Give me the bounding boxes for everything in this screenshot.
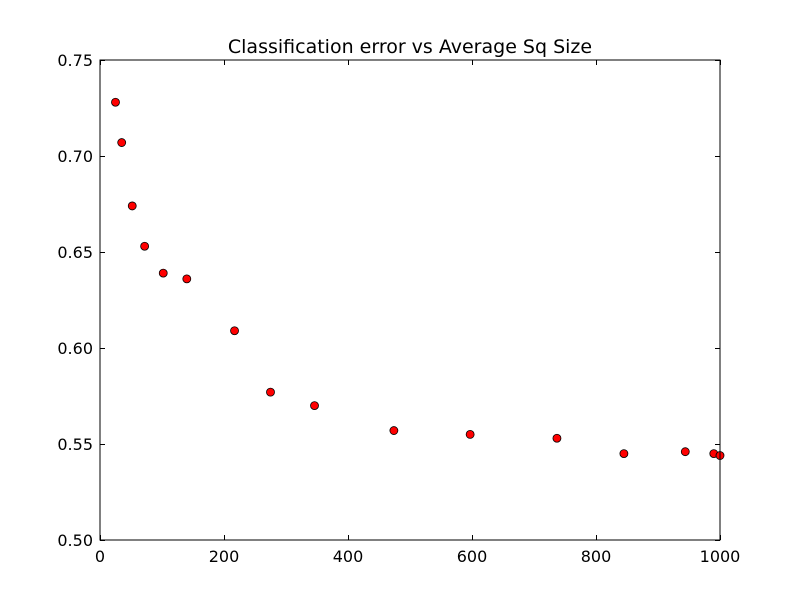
data-point — [389, 426, 399, 435]
y-tick-label: 0.75 — [57, 51, 93, 70]
x-tick-label: 800 — [581, 547, 612, 566]
data-point — [310, 401, 319, 411]
x-axis-ticks: 0 200 400 600 800 1000 — [95, 60, 740, 566]
data-point — [465, 429, 475, 439]
x-tick-label: 1000 — [700, 547, 741, 566]
x-tick-label: 600 — [457, 547, 488, 566]
y-tick-label: 0.55 — [57, 435, 93, 454]
plot-area-frame — [99, 59, 721, 541]
y-tick-label: 0.50 — [57, 531, 93, 550]
x-tick-label: 0 — [95, 547, 105, 566]
data-point — [158, 268, 168, 278]
y-axis-ticks: 0.50 0.55 0.60 0.65 0.70 0.75 — [57, 51, 720, 550]
chart-title: Classification error vs Average Sq Size — [228, 36, 592, 58]
data-point — [230, 326, 239, 336]
data-point — [140, 241, 150, 251]
data-point — [619, 449, 629, 459]
data-point — [266, 387, 275, 397]
x-tick-label: 200 — [209, 547, 240, 566]
data-point — [127, 201, 137, 211]
data-point — [680, 447, 690, 457]
y-tick-label: 0.65 — [57, 243, 93, 262]
y-tick-label: 0.60 — [57, 339, 93, 358]
x-tick-label: 400 — [333, 547, 364, 566]
data-point — [111, 97, 120, 107]
data-point — [552, 433, 562, 443]
data-point — [117, 138, 127, 147]
y-tick-label: 0.70 — [57, 147, 93, 166]
data-point — [182, 274, 192, 284]
data-points — [111, 97, 725, 460]
